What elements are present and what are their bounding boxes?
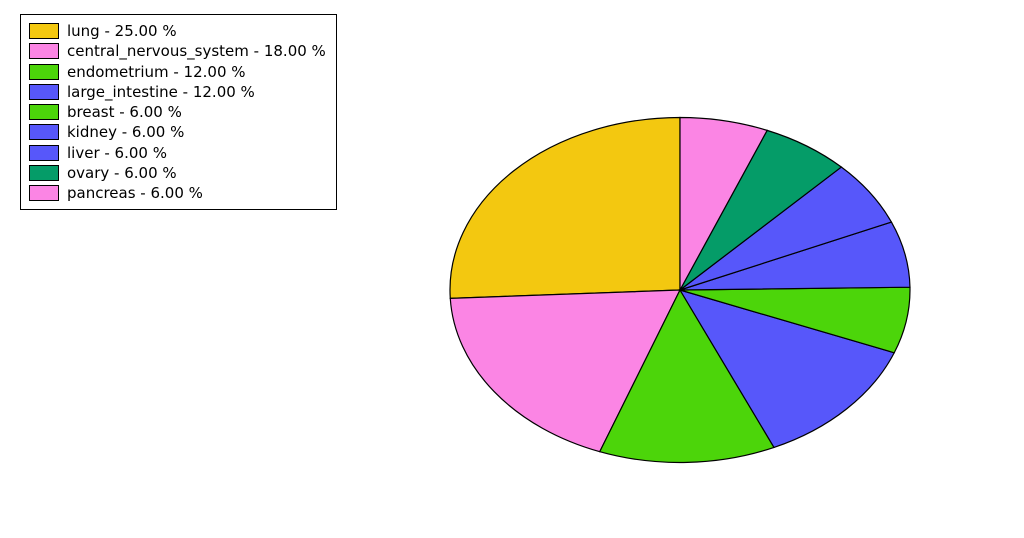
chart-stage: lung - 25.00 %central_nervous_system - 1…	[0, 0, 1024, 538]
legend-item-liver: liver - 6.00 %	[29, 143, 326, 163]
legend-swatch-pancreas	[29, 185, 59, 201]
legend-swatch-kidney	[29, 124, 59, 140]
legend-swatch-large_intestine	[29, 84, 59, 100]
legend-label-kidney: kidney - 6.00 %	[67, 122, 184, 142]
legend-label-lung: lung - 25.00 %	[67, 21, 177, 41]
legend-item-endometrium: endometrium - 12.00 %	[29, 62, 326, 82]
pie-slice-lung	[450, 118, 680, 299]
legend-label-large_intestine: large_intestine - 12.00 %	[67, 82, 255, 102]
legend-item-central_nervous_system: central_nervous_system - 18.00 %	[29, 41, 326, 61]
legend-item-ovary: ovary - 6.00 %	[29, 163, 326, 183]
legend-swatch-endometrium	[29, 64, 59, 80]
legend-box: lung - 25.00 %central_nervous_system - 1…	[20, 14, 337, 210]
legend-label-ovary: ovary - 6.00 %	[67, 163, 177, 183]
legend-label-endometrium: endometrium - 12.00 %	[67, 62, 246, 82]
legend-label-breast: breast - 6.00 %	[67, 102, 182, 122]
legend-item-lung: lung - 25.00 %	[29, 21, 326, 41]
legend-swatch-liver	[29, 145, 59, 161]
legend-swatch-ovary	[29, 165, 59, 181]
legend-label-liver: liver - 6.00 %	[67, 143, 167, 163]
legend-item-kidney: kidney - 6.00 %	[29, 122, 326, 142]
legend-swatch-central_nervous_system	[29, 43, 59, 59]
legend-swatch-lung	[29, 23, 59, 39]
legend-item-pancreas: pancreas - 6.00 %	[29, 183, 326, 203]
legend-label-pancreas: pancreas - 6.00 %	[67, 183, 203, 203]
legend-swatch-breast	[29, 104, 59, 120]
legend-item-large_intestine: large_intestine - 12.00 %	[29, 82, 326, 102]
legend-item-breast: breast - 6.00 %	[29, 102, 326, 122]
legend-label-central_nervous_system: central_nervous_system - 18.00 %	[67, 41, 326, 61]
